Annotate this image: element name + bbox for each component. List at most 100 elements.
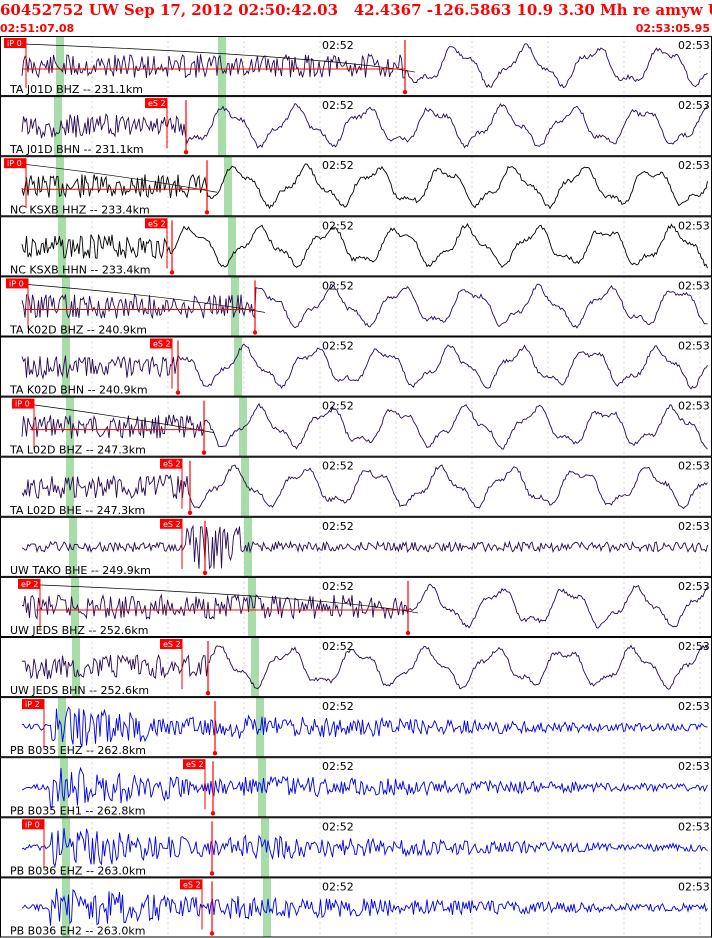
- trace-row[interactable]: iP 0 02:52 02:53 TA J01D BHZ -- 231.1km: [0, 36, 712, 97]
- trace-row[interactable]: eS 2 02:52 02:53 NC KSXB HHN -- 233.4km: [0, 216, 712, 277]
- trace-row[interactable]: eS 2 02:52 02:53 PB B036 EH2 -- 263.0km: [0, 877, 712, 938]
- tick-label-end: 02:53: [678, 279, 710, 292]
- phase-pick-marker[interactable]: [4, 38, 26, 48]
- trace-row[interactable]: eS 2 02:52 02:53 UW JEDS BHN -- 252.6km: [0, 637, 712, 698]
- tick-label-minute: 02:52: [322, 159, 354, 172]
- tick-label-minute: 02:52: [322, 700, 354, 713]
- trace-row[interactable]: eS 2 02:52 02:53 TA K02D BHN -- 240.9km: [0, 336, 712, 397]
- tick-label-minute: 02:52: [322, 760, 354, 773]
- coda-curve: [23, 163, 218, 193]
- phase-pick-marker[interactable]: [145, 98, 167, 109]
- tick-label-end: 02:53: [678, 820, 710, 833]
- phase-window: [224, 156, 232, 217]
- phase-window: [69, 516, 77, 577]
- trace-row[interactable]: iP 2 02:52 02:53 PB B035 EHZ -- 262.8km: [0, 697, 712, 758]
- arrival-marker: [175, 390, 181, 395]
- tick-label-minute: 02:52: [322, 820, 354, 833]
- trace-row[interactable]: iP 0 02:52 02:53 TA K02D BHZ -- 240.9km: [0, 276, 712, 337]
- phase-pick-label: eP 2: [21, 580, 38, 589]
- trace-row[interactable]: iP 0 02:52 02:53 PB B036 EHZ -- 263.0km: [0, 817, 712, 878]
- tick-label-end: 02:53: [678, 700, 710, 713]
- station-label: PB B035 EHZ -- 262.8km: [10, 744, 146, 757]
- station-label: TA K02D BHZ -- 240.9km: [9, 324, 147, 337]
- waveform: [21, 464, 708, 510]
- tick-label-end: 02:53: [678, 760, 710, 773]
- phase-window: [66, 396, 74, 457]
- coda-curve: [37, 584, 419, 614]
- phase-pick-label: iP 0: [25, 820, 40, 829]
- waveform: [21, 402, 708, 450]
- phase-window: [58, 697, 66, 758]
- station-label: PB B035 EH1 -- 262.8km: [10, 804, 145, 817]
- tick-label-end: 02:53: [678, 219, 710, 232]
- tick-label-minute: 02:52: [322, 580, 354, 593]
- tick-label-end: 02:53: [678, 880, 710, 893]
- waveform: [21, 163, 708, 210]
- coda-curve: [31, 404, 215, 433]
- tick-label-minute: 02:52: [322, 460, 354, 473]
- phase-pick-marker[interactable]: [22, 699, 44, 710]
- phase-pick-marker[interactable]: [150, 338, 172, 349]
- waveform: [21, 706, 708, 747]
- tick-label-end: 02:53: [678, 340, 710, 353]
- tick-label-minute: 02:52: [322, 880, 354, 893]
- phase-pick-label: iP 0: [15, 400, 30, 409]
- phase-pick-marker[interactable]: [145, 218, 167, 229]
- tick-label-end: 02:53: [678, 99, 710, 112]
- trace-row[interactable]: iP 0 02:52 02:53 NC KSXB HHZ -- 233.4km: [0, 156, 712, 217]
- station-label: UW JEDS BHN -- 252.6km: [10, 684, 149, 697]
- waveform: [21, 766, 708, 809]
- phase-window: [62, 817, 70, 878]
- arrival-marker: [210, 811, 216, 816]
- trace-row[interactable]: eS 2 02:52 02:53 PB B035 EH1 -- 262.8km: [0, 757, 712, 818]
- phase-window: [218, 96, 226, 157]
- phase-pick-marker[interactable]: [160, 639, 182, 649]
- phase-pick-marker[interactable]: [4, 158, 26, 169]
- phase-window: [231, 276, 239, 337]
- phase-pick-label: eS 2: [148, 219, 166, 228]
- trace-row[interactable]: eS 2 02:52 02:53 TA J01D BHN -- 231.1km: [0, 96, 712, 157]
- trace-row[interactable]: eP 2 02:52 02:53 UW JEDS BHZ -- 252.6km: [0, 576, 712, 638]
- phase-window: [228, 216, 236, 277]
- phase-pick-marker[interactable]: [12, 398, 34, 409]
- phase-pick-marker[interactable]: [160, 518, 182, 529]
- phase-pick-marker[interactable]: [22, 819, 44, 830]
- station-label: TA L02D BHE -- 247.3km: [9, 504, 145, 517]
- tick-label-end: 02:53: [678, 580, 710, 593]
- phase-window: [251, 637, 259, 698]
- phase-window: [56, 36, 64, 97]
- waveform: [21, 888, 708, 926]
- window-end-time: 02:53:05.95: [635, 22, 710, 35]
- phase-pick-label: eS 2: [148, 99, 166, 108]
- phase-window: [72, 637, 80, 698]
- waveform: [21, 828, 708, 868]
- station-label: UW TAKO BHE -- 249.9km: [10, 564, 151, 577]
- waveform: [21, 644, 708, 690]
- tick-label-end: 02:53: [678, 39, 710, 52]
- phase-pick-marker[interactable]: [183, 759, 205, 770]
- phase-pick-label: eS 2: [163, 520, 181, 529]
- tick-label-end: 02:53: [678, 400, 710, 413]
- phase-pick-marker[interactable]: [6, 278, 28, 289]
- phase-pick-marker[interactable]: [180, 879, 202, 890]
- trace-row[interactable]: iP 0 02:52 02:53 TA L02D BHZ -- 247.3km: [0, 396, 712, 457]
- phase-pick-label: iP 0: [9, 279, 24, 288]
- tick-label-end: 02:53: [678, 159, 710, 172]
- tick-label-minute: 02:52: [322, 520, 354, 533]
- trace-row[interactable]: eS 2 02:52 02:53 UW TAKO BHE -- 249.9km: [0, 516, 712, 577]
- trace-row[interactable]: eS 2 02:52 02:53 TA L02D BHE -- 247.3km: [0, 456, 712, 517]
- phase-pick-marker[interactable]: [18, 578, 40, 589]
- phase-pick-marker[interactable]: [160, 458, 182, 469]
- tick-label-minute: 02:52: [322, 640, 354, 653]
- station-label: TA K02D BHN -- 240.9km: [9, 384, 148, 397]
- phase-window: [241, 456, 249, 517]
- station-label: NC KSXB HHZ -- 233.4km: [10, 203, 150, 216]
- arrival-marker: [405, 630, 411, 636]
- event-header: 60452752 UW Sep 17, 2012 02:50:42.03 42.…: [0, 1, 712, 19]
- phase-pick-label: eS 2: [163, 460, 181, 469]
- phase-pick-label: eS 2: [153, 340, 171, 349]
- arrival-marker: [209, 871, 215, 876]
- phase-pick-label: eS 2: [163, 640, 181, 649]
